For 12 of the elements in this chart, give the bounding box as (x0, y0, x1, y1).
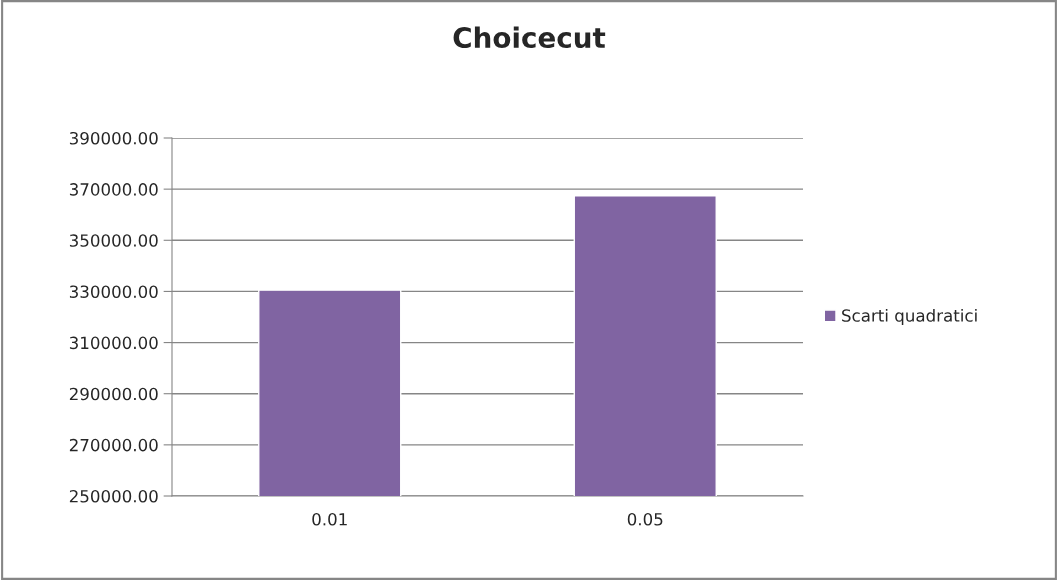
y-tick-label: 370000.00 (69, 183, 158, 196)
x-tick-label: 0.01 (312, 512, 347, 526)
y-tick-label: 390000.00 (69, 131, 158, 145)
legend-label: Scarti quadratici (842, 308, 977, 326)
chart-title: Choicecut (453, 26, 606, 49)
y-tick-label: 350000.00 (69, 234, 158, 247)
x-tick-label: 0.05 (627, 512, 663, 526)
y-tick-label: 290000.00 (69, 387, 158, 401)
y-tick-label: 310000.00 (69, 336, 158, 350)
y-tick-label: 250000.00 (69, 489, 158, 503)
y-tick-label: 330000.00 (69, 285, 158, 298)
y-tick-label: 270000.00 (69, 438, 158, 452)
